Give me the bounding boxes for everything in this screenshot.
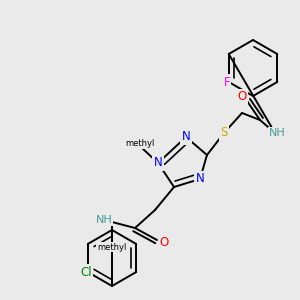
Text: methyl: methyl bbox=[125, 140, 155, 148]
Text: Cl: Cl bbox=[80, 266, 92, 278]
Text: O: O bbox=[159, 236, 169, 248]
Text: NH: NH bbox=[96, 215, 112, 225]
Text: F: F bbox=[224, 76, 230, 88]
Text: N: N bbox=[154, 157, 162, 169]
Text: N: N bbox=[182, 130, 190, 143]
Text: O: O bbox=[237, 91, 247, 103]
Text: N: N bbox=[196, 172, 204, 185]
Text: methyl: methyl bbox=[97, 242, 127, 251]
Text: S: S bbox=[220, 127, 228, 140]
Text: NH: NH bbox=[268, 128, 285, 138]
